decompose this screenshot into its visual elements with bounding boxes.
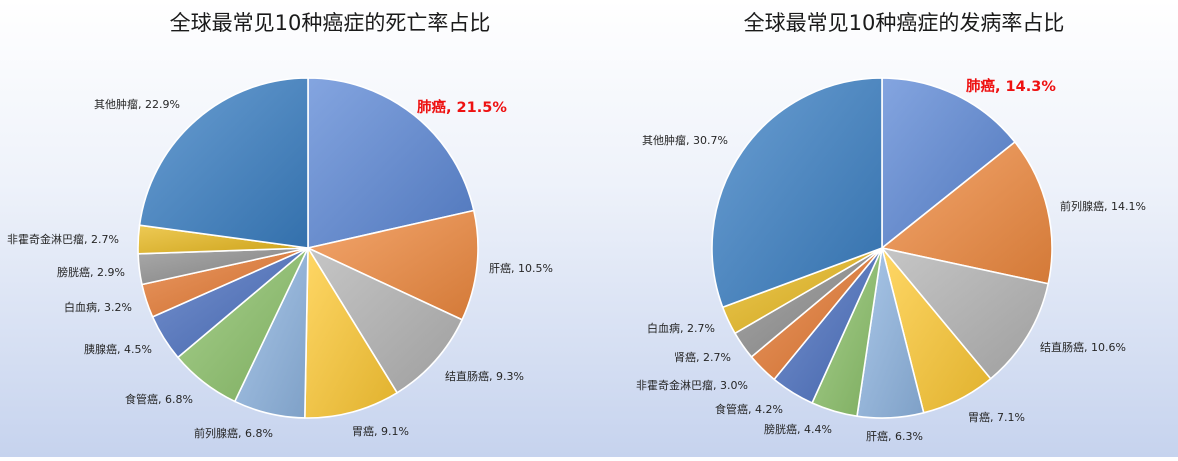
pie-slice-mortality-2 [307, 247, 463, 394]
slice-label-incidence-4: 肝癌, 6.3% [866, 429, 923, 443]
pie-slice-incidence-1 [881, 141, 1053, 285]
slice-label-mortality-3: 胃癌, 9.1% [352, 424, 409, 438]
slice-label-incidence-1: 前列腺癌, 14.1% [1060, 199, 1146, 213]
pie-slice-mortality-10 [138, 77, 309, 249]
pie-slice-mortality-3 [304, 247, 398, 419]
pie-slice-incidence-2 [881, 247, 1049, 380]
pie-slice-incidence-10 [711, 77, 883, 309]
pie-labels-mortality: 肺癌, 21.5% 肝癌, 10.5% 结直肠癌, 9.3% 胃癌, 9.1% 前列腺癌… [7, 97, 553, 440]
slice-label-incidence-5: 膀胱癌, 4.4% [764, 422, 832, 436]
slice-label-mortality-7: 白血病, 3.2% [64, 300, 132, 314]
slice-label-mortality-6: 胰腺癌, 4.5% [84, 342, 152, 356]
slice-label-mortality-5: 食管癌, 6.8% [125, 392, 193, 406]
slice-label-mortality-2: 结直肠癌, 9.3% [445, 369, 524, 383]
pie-slice-incidence-0 [881, 77, 1016, 249]
slice-label-incidence-2: 结直肠癌, 10.6% [1040, 340, 1126, 354]
slice-label-incidence-6: 食管癌, 4.2% [715, 402, 783, 416]
pie-slices-mortality [137, 77, 479, 419]
slice-label-mortality-0: 肺癌, 21.5% [417, 98, 507, 116]
slice-label-mortality-10: 其他肿瘤, 22.9% [94, 97, 180, 111]
slice-label-incidence-9: 白血病, 2.7% [647, 321, 715, 335]
pie-slices-incidence [711, 77, 1053, 419]
slice-label-incidence-8: 肾癌, 2.7% [674, 350, 731, 364]
slice-label-mortality-4: 前列腺癌, 6.8% [194, 426, 273, 440]
pie-labels-incidence: 肺癌, 14.3% 前列腺癌, 14.1% 结直肠癌, 10.6% 胃癌, 7.1% 肝… [636, 77, 1146, 443]
slice-label-incidence-7: 非霍奇金淋巴瘤, 3.0% [636, 378, 748, 392]
slice-label-incidence-10: 其他肿瘤, 30.7% [642, 133, 728, 147]
pie-chart-incidence: 全球最常见10种癌症的发病率占比 肺癌, 14.3% 前列腺癌, 14.1% 结直肠… [636, 11, 1146, 443]
slice-label-incidence-3: 胃癌, 7.1% [968, 410, 1025, 424]
chart-title-mortality: 全球最常见10种癌症的死亡率占比 [170, 11, 491, 35]
slice-label-mortality-8: 膀胱癌, 2.9% [57, 265, 125, 279]
slice-label-mortality-1: 肝癌, 10.5% [489, 261, 553, 275]
slice-label-incidence-0: 肺癌, 14.3% [966, 77, 1056, 95]
pie-slice-mortality-1 [307, 209, 479, 321]
slice-label-mortality-9: 非霍奇金淋巴瘤, 2.7% [7, 232, 119, 246]
pie-slice-mortality-0 [307, 77, 475, 249]
pie-chart-mortality: 全球最常见10种癌症的死亡率占比 肺癌, 21.5% 肝癌, 10.5% 结直肠癌,… [7, 11, 553, 440]
chart-title-incidence: 全球最常见10种癌症的发病率占比 [744, 11, 1065, 35]
